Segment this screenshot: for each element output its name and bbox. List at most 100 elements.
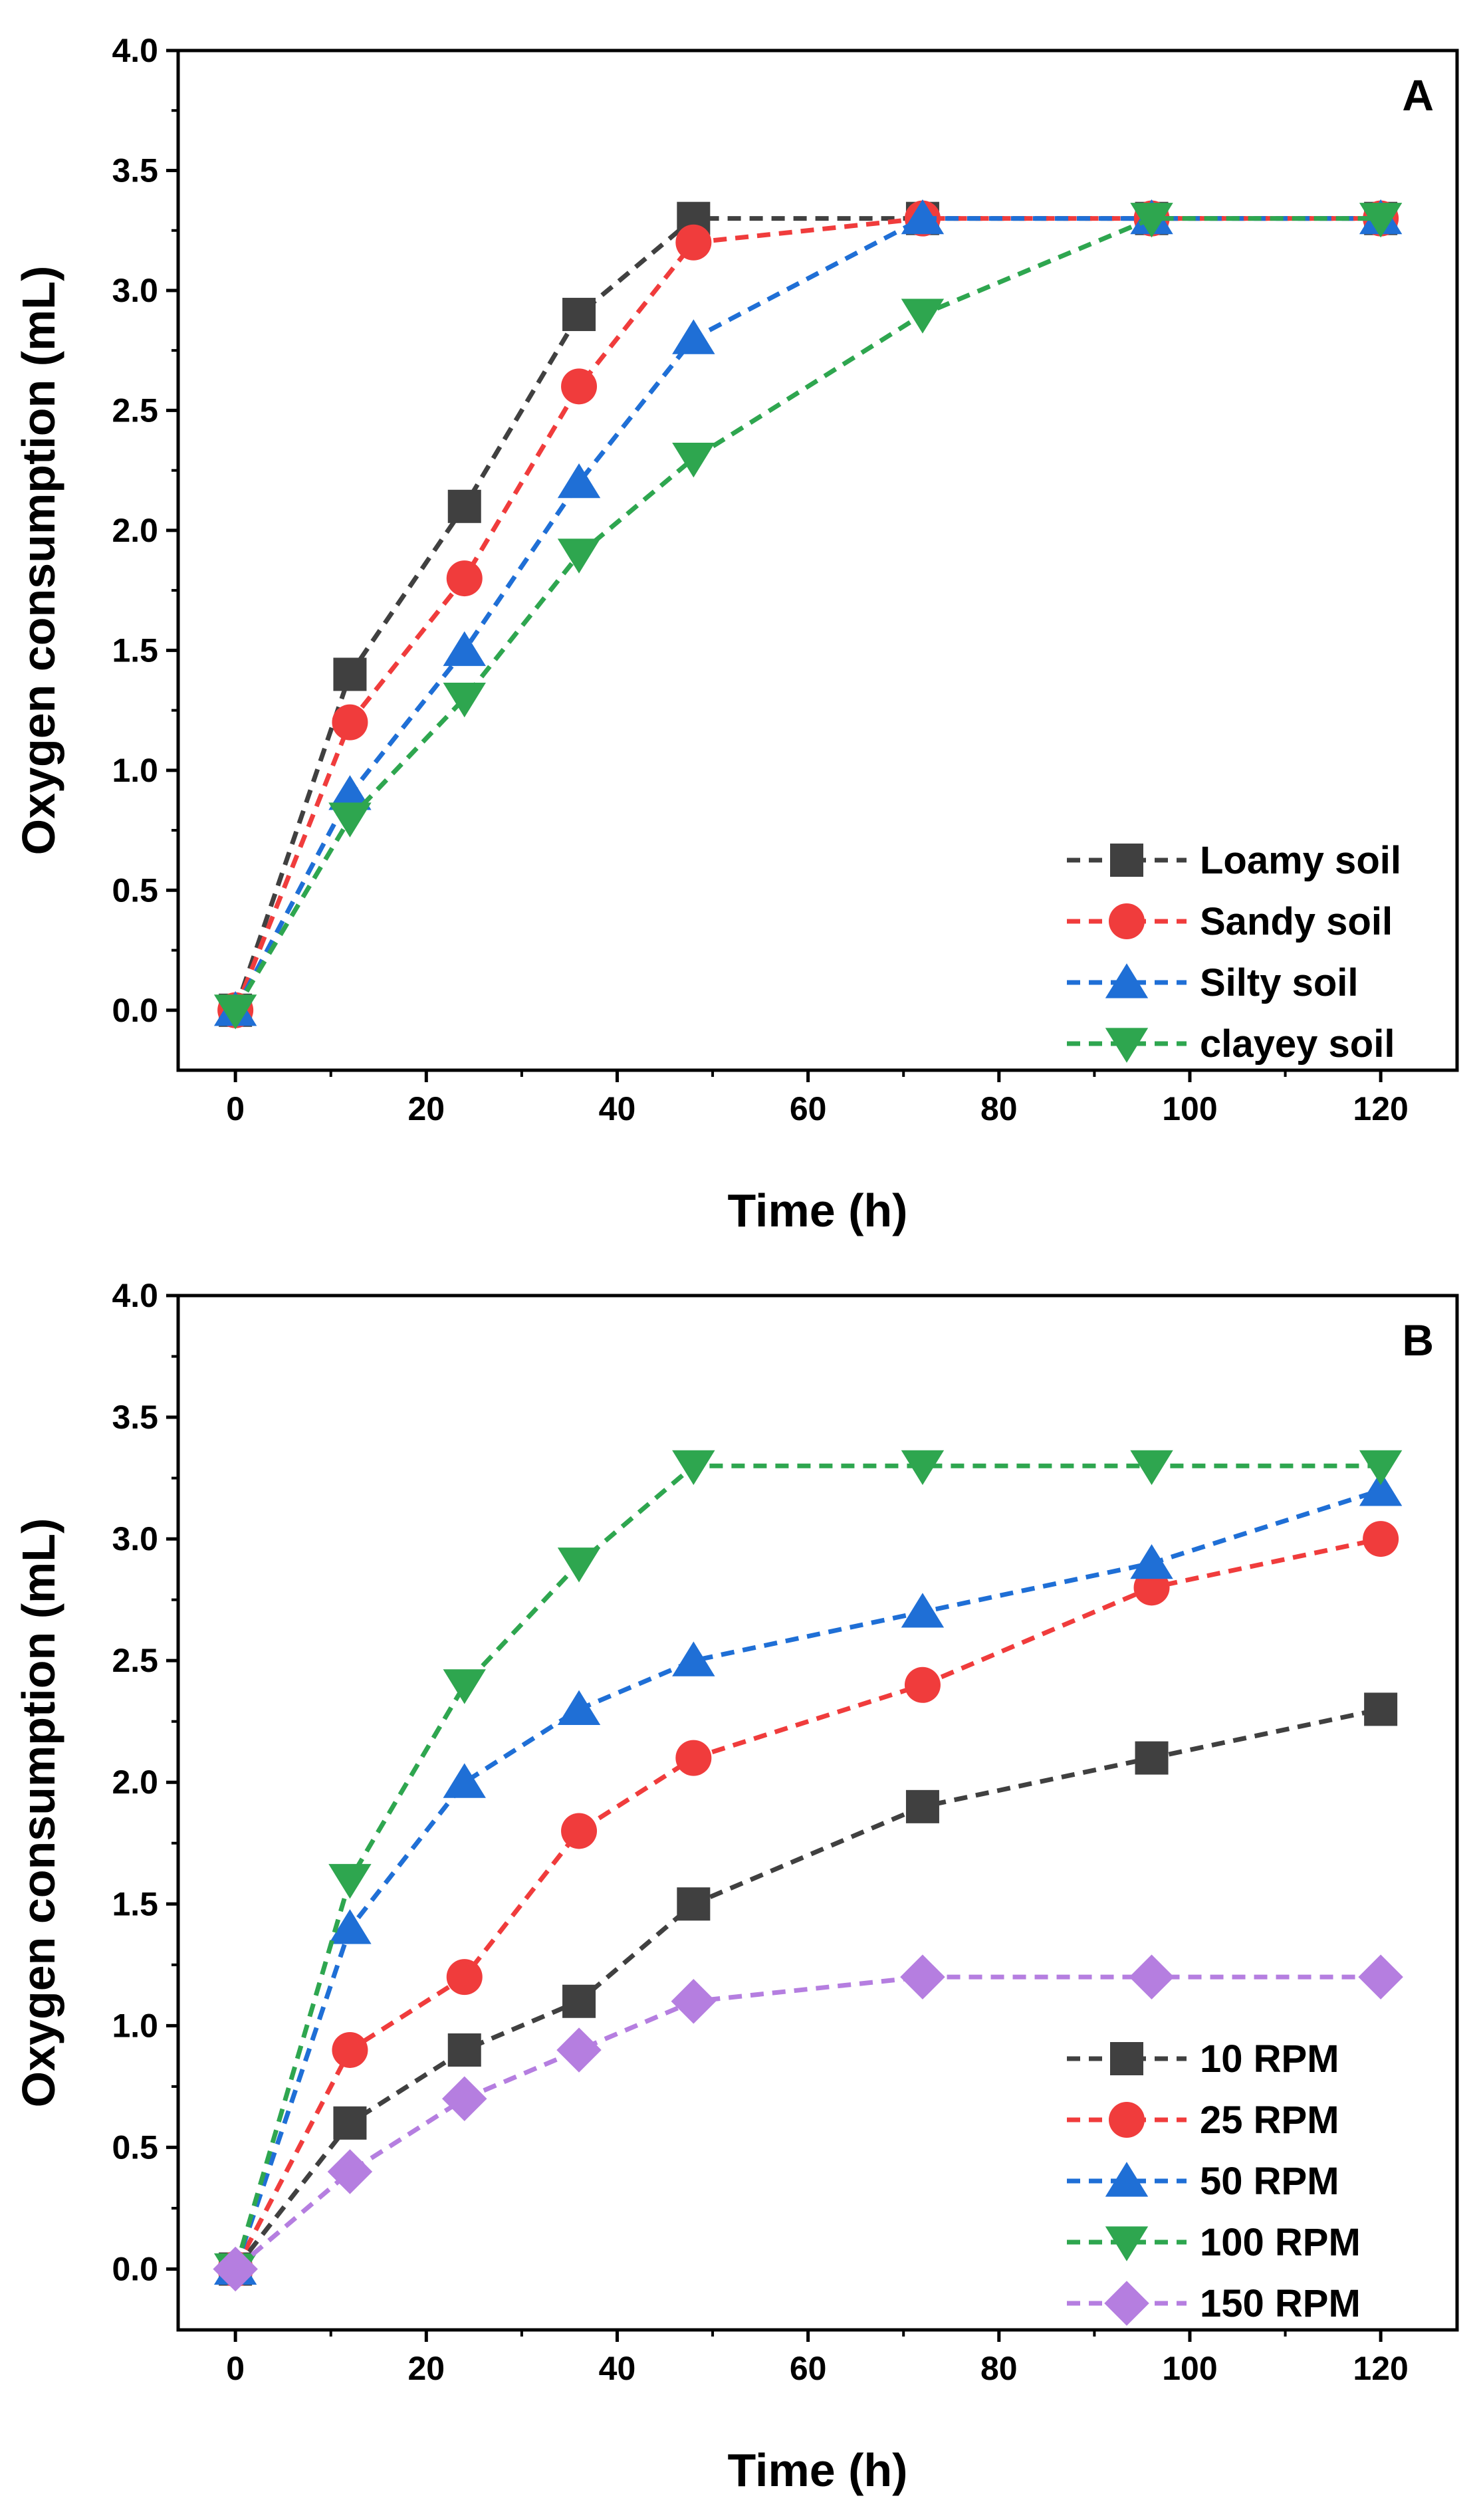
series-line (233, 216, 1381, 1011)
data-point (333, 657, 367, 691)
data-point (675, 224, 712, 261)
data-point (672, 1450, 715, 1486)
data-point (1363, 1521, 1399, 1557)
legend-label: Silty soil (1200, 961, 1359, 1004)
data-point (328, 1909, 372, 1944)
data-point (213, 2246, 258, 2292)
data-point (441, 2076, 487, 2121)
y-tick-label: 1.5 (112, 631, 158, 669)
y-tick-label: 2.0 (112, 512, 158, 549)
y-tick-label: 2.0 (112, 1764, 158, 1801)
y-tick-label: 3.0 (112, 1520, 158, 1557)
data-point (443, 1763, 486, 1798)
x-tick-label: 40 (599, 2350, 636, 2387)
legend-marker (1109, 2102, 1145, 2138)
data-point (672, 319, 715, 354)
data-point (443, 1669, 486, 1704)
y-axis-title: Oxygen consumption (mL) (13, 266, 64, 856)
legend: Loamy soil Sandy soil Silty soil clayey soi… (1067, 839, 1401, 1066)
y-tick-label: 3.5 (112, 152, 158, 189)
x-tick-label: 20 (408, 2350, 445, 2387)
data-point (328, 802, 372, 838)
legend-marker (1105, 1028, 1149, 1063)
legend-label: Sandy soil (1200, 900, 1393, 943)
y-tick-label: 1.0 (112, 2007, 158, 2044)
legend-marker (1104, 2281, 1149, 2326)
legend-marker (1110, 2042, 1143, 2075)
data-point (332, 2031, 368, 2068)
series-line (233, 216, 1381, 1012)
legend-label: clayey soil (1200, 1022, 1395, 1066)
data-point (556, 2027, 602, 2073)
series-line (233, 1706, 1381, 2271)
x-tick-label: 0 (226, 1090, 245, 1127)
series-line (233, 216, 1381, 1012)
data-point (447, 489, 481, 523)
data-point (557, 538, 601, 574)
series-line (233, 216, 1381, 1012)
chart-panel-A: 0 20 40 60 80 100 120 0.0 0.5 1.0 1.5 2.0 2.5 3.0 3.5 4… (13, 32, 1459, 1236)
legend-label: 150 RPM (1200, 2282, 1361, 2325)
data-point (557, 1690, 601, 1725)
data-point (561, 1813, 598, 1849)
data-point (1359, 203, 1403, 238)
data-point (446, 560, 483, 597)
data-point (1364, 1692, 1398, 1726)
x-tick-label: 100 (1162, 2350, 1217, 2387)
data-point (901, 1593, 945, 1628)
data-point (671, 1978, 717, 2024)
data-point (677, 1887, 711, 1921)
legend-marker (1105, 2162, 1149, 2197)
y-axis-title: Oxygen consumption (mL) (13, 1518, 64, 2108)
data-point (213, 994, 257, 1030)
y-tick-label: 3.5 (112, 1399, 158, 1436)
data-point (333, 2106, 367, 2140)
data-point (328, 775, 372, 810)
legend-marker (1105, 963, 1149, 998)
series-line (233, 1974, 1381, 2271)
series-line (233, 1536, 1381, 2271)
plot-frame (176, 1294, 1459, 2332)
data-point (328, 1864, 372, 1899)
y-tick-label: 1.5 (112, 1885, 158, 1922)
plot-frame (176, 49, 1459, 1072)
data-point (900, 1954, 945, 2000)
legend-label: 10 RPM (1200, 2037, 1339, 2081)
y-tick-label: 0.5 (112, 871, 158, 909)
legend-marker (1110, 844, 1143, 877)
legend-item: Silty soil (1067, 961, 1359, 1004)
x-tick-label: 20 (408, 1090, 445, 1127)
legend-item: 100 RPM (1067, 2221, 1361, 2264)
legend-label: 100 RPM (1200, 2221, 1361, 2264)
data-point (327, 2149, 373, 2194)
series-clayey-soil (213, 203, 1403, 1030)
data-point (901, 1450, 945, 1486)
x-tick-label: 60 (790, 1090, 827, 1127)
data-point (447, 2033, 481, 2067)
y-tick-label: 1.0 (112, 752, 158, 789)
series-line (233, 1488, 1382, 2270)
panel-label: B (1402, 1316, 1434, 1365)
y-tick-label: 2.5 (112, 1642, 158, 1679)
data-point (901, 298, 945, 334)
y-tick-label: 2.5 (112, 392, 158, 429)
series-150-rpm (213, 1954, 1403, 2292)
data-point (672, 443, 715, 478)
legend-item: 50 RPM (1067, 2160, 1339, 2203)
y-tick-label: 3.0 (112, 272, 158, 309)
y-tick-label: 4.0 (112, 1277, 158, 1314)
legend-item: Sandy soil (1067, 900, 1393, 943)
series-100-rpm (213, 1450, 1403, 2289)
x-tick-label: 120 (1353, 1090, 1408, 1127)
data-point (561, 368, 598, 405)
x-tick-label: 120 (1353, 2350, 1408, 2387)
data-point (1358, 1954, 1403, 2000)
data-point (443, 682, 486, 718)
data-point (1135, 1741, 1169, 1775)
x-tick-label: 80 (980, 2350, 1018, 2387)
y-tick-label: 0.0 (112, 2250, 158, 2287)
data-point (1130, 1544, 1173, 1579)
data-point (1130, 203, 1173, 238)
x-tick-label: 40 (599, 1090, 636, 1127)
